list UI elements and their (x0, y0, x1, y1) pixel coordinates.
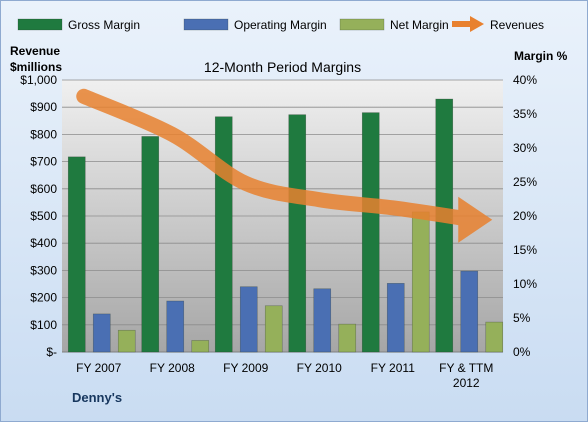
left-tick-label: $800 (30, 127, 57, 141)
bar (191, 340, 210, 353)
bar (361, 112, 380, 353)
bar (460, 270, 479, 353)
bar (485, 321, 504, 353)
legend: Gross Margin Operating Margin Net Margin Re… (17, 16, 544, 32)
bar (411, 211, 430, 353)
bar (117, 329, 136, 353)
left-axis-title: Revenue (10, 44, 60, 58)
legend-label: Operating Margin (234, 18, 327, 32)
left-tick-label: $300 (30, 263, 57, 277)
legend-arrow (470, 16, 484, 32)
x-tick-label: FY 2011 (371, 361, 416, 375)
legend-label: Net Margin (390, 18, 449, 32)
left-tick-label: $200 (30, 291, 57, 305)
left-tick-label: $100 (30, 318, 57, 332)
bar (338, 323, 357, 353)
chart-title: 12-Month Period Margins (204, 59, 361, 75)
revenues-line (76, 88, 474, 227)
bar (264, 305, 283, 353)
bar (214, 116, 233, 353)
bar (166, 300, 185, 353)
legend-label: Gross Margin (68, 18, 140, 32)
bar (386, 283, 405, 353)
right-tick-label: 5% (513, 311, 531, 325)
left-tick-label: $500 (30, 209, 57, 223)
right-tick-label: 0% (513, 345, 531, 359)
legend-item: Operating Margin (183, 18, 327, 32)
x-tick-label: FY 2009 (223, 361, 268, 375)
right-tick-label: 25% (513, 175, 537, 189)
x-tick-label: FY 2008 (150, 361, 195, 375)
legend-swatch (339, 18, 385, 31)
left-tick-label: $900 (30, 100, 57, 114)
legend-swatch (183, 18, 229, 31)
revenues-arrowhead (458, 196, 493, 243)
series-revenues (76, 88, 493, 243)
left-tick-label: $- (46, 345, 57, 359)
legend-swatch (17, 18, 63, 31)
series-net-margin (117, 211, 504, 353)
bar (239, 286, 258, 353)
x-tick-label: 2012 (453, 376, 480, 390)
legend-item: Gross Margin (17, 18, 140, 32)
bar (288, 114, 307, 353)
left-axis-title-unit: $millions (10, 60, 62, 74)
series-operating-margin (92, 270, 479, 353)
bar (141, 136, 160, 353)
legend-label: Revenues (490, 18, 544, 32)
bar (435, 98, 454, 353)
bar (92, 313, 111, 353)
right-axis-title: Margin % (514, 49, 568, 63)
bar (313, 288, 332, 353)
right-tick-label: 15% (513, 243, 537, 257)
company-label: Denny's (72, 390, 122, 405)
right-tick-label: 40% (513, 73, 537, 87)
bar (67, 156, 86, 353)
x-tick-label: FY 2010 (297, 361, 342, 375)
left-tick-label: $1,000 (20, 73, 57, 87)
legend-item: Revenues (452, 16, 544, 32)
right-tick-label: 10% (513, 277, 537, 291)
left-tick-label: $600 (30, 182, 57, 196)
x-tick-label: FY 2007 (76, 361, 121, 375)
x-tick-label: FY & TTM (439, 361, 493, 375)
legend-item: Net Margin (339, 18, 449, 32)
right-tick-label: 30% (513, 141, 537, 155)
right-tick-label: 20% (513, 209, 537, 223)
left-tick-label: $400 (30, 236, 57, 250)
left-tick-label: $700 (30, 155, 57, 169)
right-tick-label: 35% (513, 107, 537, 121)
